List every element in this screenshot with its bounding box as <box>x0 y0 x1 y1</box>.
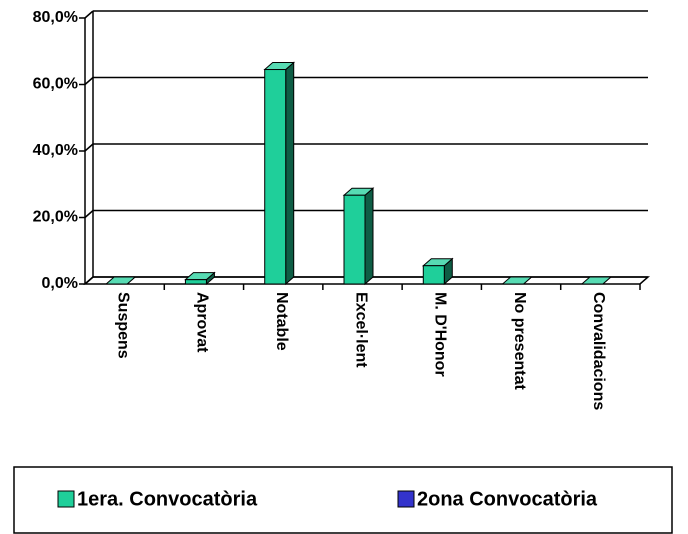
grid-depth <box>84 10 94 19</box>
x-tick-label: No presentat <box>511 292 528 390</box>
grid-depth <box>84 143 94 152</box>
bar <box>422 265 445 285</box>
grid-depth <box>84 76 94 86</box>
grid-depth <box>84 209 94 219</box>
bar-top <box>104 276 137 285</box>
bar-top <box>580 276 613 285</box>
legend-label: 1era. Convocatòria <box>77 488 258 510</box>
grid-depth <box>84 276 94 285</box>
y-tick-label: 40,0% <box>33 142 78 159</box>
y-tick-label: 0,0% <box>42 275 78 292</box>
bar <box>343 194 366 285</box>
y-tick-label: 80,0% <box>33 9 78 26</box>
legend-swatch <box>397 490 415 508</box>
bar <box>184 279 207 285</box>
bar-top <box>501 276 533 285</box>
legend-swatch <box>57 490 75 508</box>
bar <box>264 69 287 285</box>
x-tick-label: Convalidacions <box>590 292 607 410</box>
legend-box <box>13 466 673 534</box>
bar-side <box>285 61 295 286</box>
x-tick-label: Excel·lent <box>352 292 369 368</box>
legend-label: 2ona Convocatòria <box>417 488 598 510</box>
x-tick-label: Notable <box>273 292 290 351</box>
x-tick-label: Suspens <box>114 292 131 359</box>
x-tick-label: Aprovat <box>194 292 211 353</box>
y-tick-label: 20,0% <box>33 209 78 226</box>
x-tick-label: M. D'Honor <box>432 292 449 377</box>
y-tick-label: 60,0% <box>33 76 78 93</box>
bar-side <box>364 187 374 286</box>
